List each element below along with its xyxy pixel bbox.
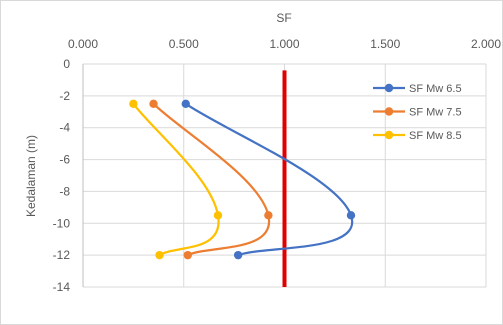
legend-marker-1	[384, 107, 394, 116]
y-tick-label: 0	[63, 57, 70, 71]
series-line-1	[152, 103, 271, 257]
data-point-s1-1	[264, 211, 273, 220]
y-tick-label: -6	[59, 153, 70, 167]
data-point-s0-0	[181, 99, 190, 109]
data-point-s1-0	[149, 99, 158, 109]
y-tick-label: -2	[59, 89, 70, 103]
legend-label-1: SF Mw 7.5	[409, 107, 462, 119]
legend-label-2: SF Mw 8.5	[409, 130, 462, 142]
y-tick-label: -10	[53, 216, 71, 230]
x-tick-label: 0.000	[68, 37, 98, 51]
legend: SF Mw 6.5 SF Mw 7.5 SF Mw 8.5	[373, 83, 462, 142]
x-tick-label: 2.000	[471, 37, 501, 51]
y-tick-label: -8	[59, 184, 70, 198]
y-tick-labels: 0 -2 -4 -6 -8 -10 -12 -14	[53, 57, 71, 294]
x-tick-label: 0.500	[169, 37, 199, 51]
data-point-s0-1	[346, 211, 356, 220]
y-tick-label: -12	[53, 248, 71, 262]
series-line-0	[185, 102, 354, 257]
data-point-s1-2	[183, 250, 192, 260]
data-point-s2-2	[155, 250, 164, 260]
y-tick-label: -4	[59, 121, 70, 135]
y-tick-label: -14	[53, 280, 71, 294]
legend-label-0: SF Mw 6.5	[409, 83, 462, 95]
x-tick-label: 1.500	[370, 37, 400, 51]
data-point-s2-0	[129, 99, 138, 109]
legend-marker-0	[384, 83, 394, 93]
y-axis-title: Kedalaman (m)	[24, 135, 38, 217]
legend-marker-2	[384, 130, 394, 140]
x-axis-title: SF	[276, 11, 291, 25]
x-tick-label: 1.000	[269, 37, 299, 51]
x-tick-labels: 0.000 0.500 1.000 1.500 2.000	[68, 37, 501, 51]
series-group	[129, 99, 356, 260]
data-point-s0-2	[233, 250, 243, 260]
series-line-2	[132, 103, 220, 257]
data-point-s2-1	[213, 211, 223, 220]
